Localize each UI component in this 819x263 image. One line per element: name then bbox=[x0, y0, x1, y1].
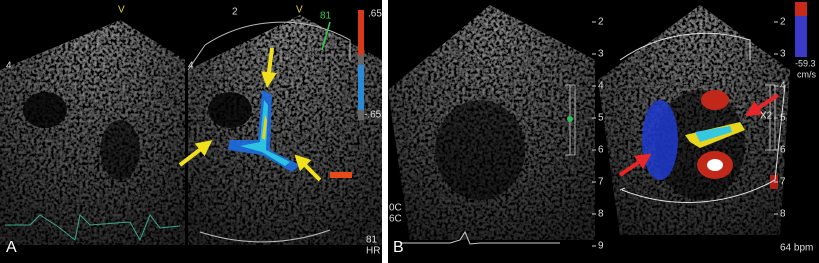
setting: 6C bbox=[389, 214, 402, 225]
depth-label: 7 bbox=[598, 177, 604, 188]
footer: 81 bbox=[366, 235, 378, 246]
depth-label: 3 bbox=[780, 49, 786, 60]
depth-label: 3 bbox=[598, 49, 604, 60]
scale-top: .65 bbox=[368, 9, 382, 20]
ultrasound-image bbox=[0, 20, 185, 245]
color-bar bbox=[358, 65, 364, 110]
depth-label: 4 bbox=[598, 81, 604, 92]
color-bar bbox=[795, 2, 807, 16]
side-mark: 4 bbox=[188, 61, 194, 72]
velocity: -59.3 bbox=[795, 58, 816, 68]
angle: 81 bbox=[320, 11, 332, 22]
divider bbox=[382, 0, 388, 263]
arrows bbox=[178, 47, 322, 182]
ecg-trace bbox=[5, 213, 181, 242]
side-mark: 4 bbox=[6, 61, 12, 72]
depth-label: 6 bbox=[780, 145, 786, 156]
depth-scale: 2 3 4 5 6 7 8 bbox=[774, 17, 786, 220]
depth-label: 7 bbox=[780, 177, 786, 188]
scale-bottom: -.65 bbox=[364, 110, 382, 121]
panel-label: A bbox=[6, 239, 17, 256]
depth-label: 9 bbox=[598, 241, 604, 252]
zoom: X2 bbox=[760, 111, 773, 122]
marker: V bbox=[296, 5, 303, 16]
side-mark: 2 bbox=[232, 7, 238, 18]
depth-label: 5 bbox=[598, 113, 604, 124]
footer: HR bbox=[366, 246, 380, 257]
sector-outline bbox=[187, 21, 351, 243]
depth-label: 8 bbox=[598, 209, 604, 220]
color-doppler bbox=[228, 90, 352, 178]
heart-rate: 64 bpm bbox=[780, 243, 813, 254]
setting: 0C bbox=[389, 203, 402, 214]
sector-outline bbox=[619, 32, 786, 203]
depth-label: 8 bbox=[780, 209, 786, 220]
ecg-trace bbox=[400, 230, 560, 245]
depth-label: 6 bbox=[598, 145, 604, 156]
marker: V bbox=[118, 5, 125, 16]
arrows bbox=[618, 93, 780, 177]
depth-scale: 2 3 4 5 6 7 8 9 bbox=[592, 17, 604, 252]
panel-label: B bbox=[393, 239, 404, 256]
depth-label: 5 bbox=[780, 113, 786, 124]
caliper-dot bbox=[567, 116, 573, 122]
ultrasound-image bbox=[388, 5, 595, 240]
depth-label: 2 bbox=[598, 17, 604, 28]
color-bar bbox=[358, 10, 364, 55]
depth-label: 4 bbox=[780, 81, 786, 92]
depth-label: 2 bbox=[780, 17, 786, 28]
velocity-unit: cm/s bbox=[797, 69, 816, 79]
cursor-line bbox=[321, 21, 331, 51]
